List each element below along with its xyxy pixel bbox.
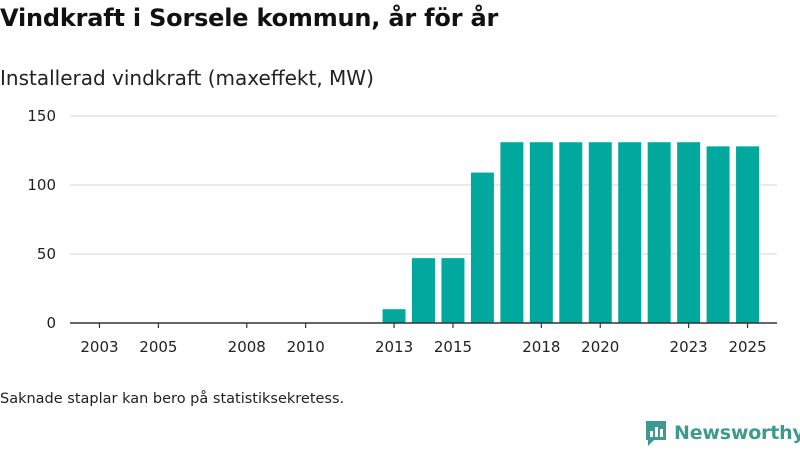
- bar-2019[interactable]: [559, 142, 583, 323]
- footnote: Saknade staplar kan bero på statistiksek…: [0, 391, 345, 407]
- bar-2014[interactable]: [412, 258, 435, 323]
- y-tick-label-100: 100: [27, 176, 56, 194]
- x-tick-label-2013: 2013: [375, 338, 413, 356]
- axes: [70, 322, 777, 328]
- x-tick-label-2008: 2008: [228, 338, 266, 356]
- x-tick-label-2018: 2018: [522, 338, 560, 356]
- x-tick-label-2023: 2023: [670, 338, 708, 356]
- grid-lines: [70, 115, 777, 255]
- x-tick-label-2015: 2015: [434, 338, 472, 356]
- bar-2017[interactable]: [500, 142, 524, 323]
- y-tick-label-50: 50: [37, 245, 56, 263]
- bar-2018[interactable]: [529, 142, 553, 323]
- y-tick-label-0: 0: [46, 314, 56, 332]
- bar-2021[interactable]: [618, 142, 642, 323]
- bar-2022[interactable]: [647, 142, 671, 323]
- bar-chart: 0 50 100 150 2003 2005 2008 2010 2013 2015 2018 202…: [27, 107, 777, 356]
- x-tick-label-2003: 2003: [80, 338, 118, 356]
- bar-2013[interactable]: [382, 309, 406, 323]
- bar-2025[interactable]: [736, 146, 760, 323]
- tick-labels: 0 50 100 150 2003 2005 2008 2010 2013 2015 2018 202…: [27, 107, 766, 356]
- x-tick-label-2005: 2005: [139, 338, 177, 356]
- y-tick-label-150: 150: [27, 107, 56, 125]
- bar-2023[interactable]: [677, 142, 701, 323]
- bar-2015[interactable]: [441, 258, 465, 323]
- x-tick-label-2020: 2020: [581, 338, 619, 356]
- newsworthy-logo-icon: [646, 421, 666, 446]
- brand-name: Newsworthy: [674, 422, 800, 444]
- bar-2020[interactable]: [588, 142, 612, 323]
- x-tick-label-2025: 2025: [728, 338, 766, 356]
- chart-title: Vindkraft i Sorsele kommun, år för år: [0, 4, 499, 32]
- x-tick-label-2010: 2010: [287, 338, 325, 356]
- chart-subtitle: Installerad vindkraft (maxeffekt, MW): [0, 66, 374, 90]
- bar-2016[interactable]: [470, 172, 494, 323]
- brand-logo[interactable]: Newsworthy: [644, 418, 800, 448]
- bars: [382, 142, 760, 323]
- bar-2024[interactable]: [706, 146, 730, 323]
